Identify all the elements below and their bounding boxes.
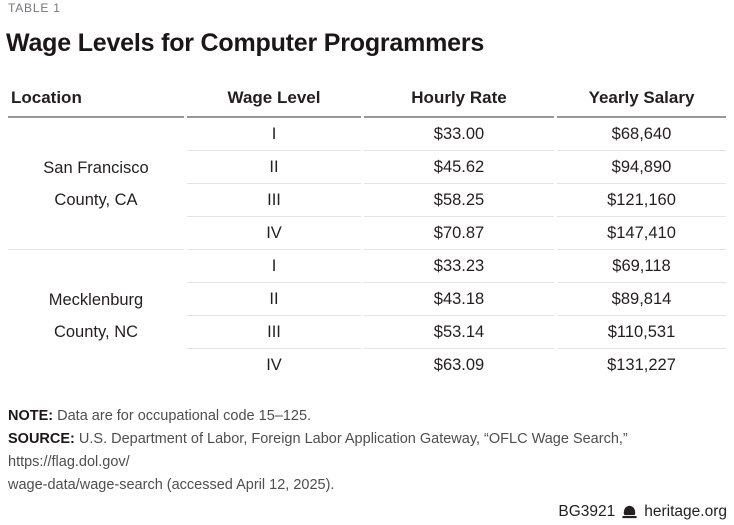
table-row: Mecklenburg County, NC I $33.23 $69,118 [8,249,726,341]
location-cell-san-francisco: San Francisco County, CA [43,158,149,209]
location-cell-mecklenburg: Mecklenburg County, NC [8,249,184,381]
header-row: Location Wage Level Hourly Rate Yearly S… [8,88,726,118]
footer-credit: BG3921 heritage.org [558,502,727,522]
table-row: II $43.18 $89,814 [8,282,726,315]
note-label: NOTE: [8,408,54,424]
table-row: San Francisco County, CA I $33.00 $68,64… [8,118,726,209]
wage-level-cell: IV [187,216,361,249]
table-title: Wage Levels for Computer Programmers [6,29,485,57]
wage-level-cell: III [187,183,361,216]
yearly-salary-cell: $110,531 [557,315,726,348]
source-line: SOURCE: U.S. Department of Labor, Foreig… [8,428,726,497]
wage-level-cell: II [187,150,361,183]
doc-id: BG3921 [558,503,616,520]
hourly-rate-cell: $53.14 [364,315,554,348]
hourly-rate-cell: $63.09 [364,348,554,381]
hourly-rate-cell: $33.00 [433,125,485,143]
col-header-yearly-salary: Yearly Salary [557,88,726,118]
hourly-rate-cell: $58.25 [364,183,554,216]
wage-level-cell: IV [187,348,361,381]
table-row: IV $70.87 $147,410 [8,216,726,249]
table-row: IV $63.09 $131,227 [8,348,726,381]
heritage-bell-icon [621,504,638,520]
col-header-wage-level: Wage Level [187,88,361,118]
table-row: II $45.62 $94,890 [8,150,726,183]
yearly-salary-cell: $121,160 [557,183,726,216]
yearly-salary-cell: $131,227 [557,348,726,381]
note-line: NOTE: Data are for occupational code 15–… [8,405,726,428]
col-header-location: Location [8,88,184,118]
wage-level-cell: I [271,125,277,143]
source-label: SOURCE: [8,431,75,447]
col-header-hourly-rate: Hourly Rate [364,88,554,118]
site-name: heritage.org [644,503,727,520]
wage-table: Location Wage Level Hourly Rate Yearly S… [5,88,729,381]
yearly-salary-cell: $147,410 [557,216,726,249]
source-text-line2: wage-data/wage-search (accessed April 12… [8,477,335,493]
source-text-line1: U.S. Department of Labor, Foreign Labor … [8,431,628,470]
yearly-salary-cell: $89,814 [557,282,726,315]
wage-level-cell: III [187,315,361,348]
hourly-rate-cell: $43.18 [364,282,554,315]
yearly-salary-cell: $94,890 [557,150,726,183]
hourly-rate-cell: $45.62 [364,150,554,183]
note-text: Data are for occupational code 15–125. [53,408,312,424]
notes-block: NOTE: Data are for occupational code 15–… [8,405,726,497]
yearly-salary-cell: $69,118 [557,249,726,282]
table-row: III $58.25 $121,160 [8,183,726,216]
yearly-salary-cell: $68,640 [611,125,672,143]
table-row: III $53.14 $110,531 [8,315,726,348]
hourly-rate-cell: $70.87 [364,216,554,249]
wage-level-cell: I [187,249,361,282]
table-label: TABLE 1 [8,1,61,15]
hourly-rate-cell: $33.23 [364,249,554,282]
wage-level-cell: II [187,282,361,315]
